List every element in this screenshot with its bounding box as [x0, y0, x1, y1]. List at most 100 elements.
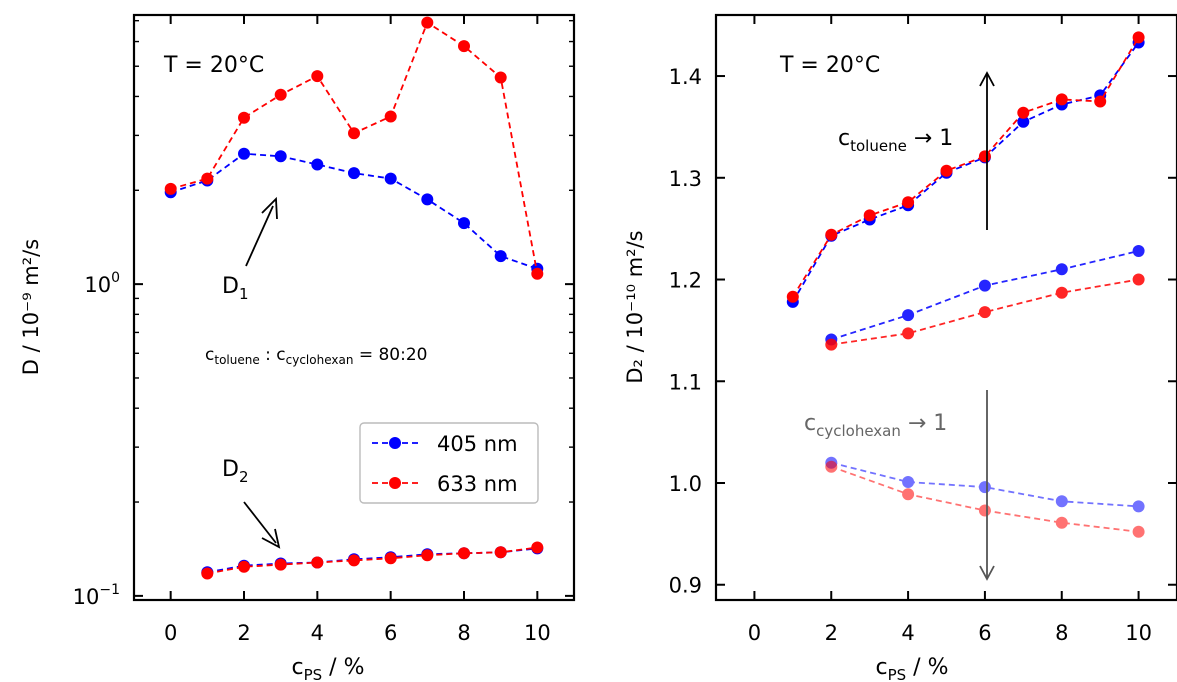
- right-x-tick-label-1: 2: [825, 621, 838, 645]
- left-point-0-8: [458, 217, 470, 230]
- left-point-3-8: [494, 546, 507, 559]
- right-point-1-6: [1017, 106, 1030, 119]
- right-axis-ticks: 0 2 4 6 8 10 0.9 1.0 1.1 1.2 1.3 1.4: [669, 15, 1177, 645]
- toluene-annotation: ctoluene → 1: [838, 126, 953, 155]
- left-series-2: [201, 542, 544, 579]
- right-point-4-2: [978, 481, 991, 494]
- left-x-tick-label-4: 8: [457, 621, 470, 645]
- left-temperature-label: T = 20°C: [163, 53, 264, 78]
- right-point-1-7: [1055, 93, 1068, 106]
- d1-arrow: [245, 196, 278, 267]
- left-point-3-2: [274, 558, 287, 571]
- right-point-0-6: [1017, 115, 1030, 128]
- right-series-line-2: [831, 250, 1139, 341]
- left-point-1-2: [238, 111, 250, 124]
- d2-label: D2: [222, 457, 249, 486]
- legend-marker-633: [389, 477, 401, 489]
- left-x-tick-label-2: 4: [311, 621, 324, 645]
- right-x-axis-label: cPS / %: [876, 655, 949, 682]
- right-x-tick-label-2: 4: [901, 621, 914, 645]
- right-series-line-1: [792, 36, 1140, 298]
- right-y-tick-label-3: 1.2: [669, 269, 702, 293]
- right-point-1-4: [940, 164, 953, 177]
- right-x-tick-label-4: 8: [1055, 621, 1068, 645]
- right-point-5-4: [1132, 525, 1145, 538]
- left-point-3-1: [238, 560, 250, 573]
- right-y-tick-label-4: 1.3: [669, 167, 702, 191]
- right-x-tick-label-0: 0: [748, 621, 761, 645]
- left-point-1-10: [531, 267, 544, 280]
- right-point-1-8: [1094, 95, 1107, 108]
- right-series-layer: [786, 31, 1145, 538]
- right-point-1-5: [978, 150, 991, 163]
- right-point-2-3: [1055, 263, 1068, 276]
- left-point-3-3: [311, 556, 324, 569]
- left-x-axis-label: cPS / %: [292, 655, 365, 682]
- right-chart: 0 2 4 6 8 10 0.9 1.0 1.1 1.2 1.3 1.4 T = 20°C ctolu…: [623, 13, 1177, 682]
- left-series-layer: [164, 16, 544, 580]
- right-point-1-9: [1132, 31, 1145, 44]
- right-series-4: [825, 456, 1145, 513]
- left-series-line-3: [207, 546, 538, 575]
- left-point-1-0: [164, 182, 177, 195]
- left-point-3-7: [458, 547, 470, 560]
- right-y-tick-label-1: 1.0: [669, 472, 702, 496]
- right-point-3-1: [902, 327, 915, 340]
- right-plot-frame: [714, 13, 1177, 602]
- right-point-2-2: [978, 279, 991, 292]
- right-point-1-0: [786, 290, 799, 303]
- right-series-5: [825, 460, 1145, 538]
- right-point-3-4: [1132, 273, 1145, 286]
- right-y-tick-label-0: 0.9: [669, 574, 702, 598]
- left-series-1: [164, 16, 544, 280]
- left-chart: 0 2 4 6 8 10 100 10−1 T = 20°C D1 D2 ctoluene :…: [19, 13, 576, 682]
- d1-label: D1: [222, 274, 249, 303]
- right-point-3-2: [978, 306, 991, 319]
- legend-marker-405: [389, 437, 401, 449]
- right-y-tick-label-2: 1.1: [669, 370, 702, 394]
- right-x-tick-label-3: 6: [978, 621, 991, 645]
- left-y-tick-label-1: 10−1: [73, 582, 120, 609]
- right-series-line-4: [831, 461, 1139, 508]
- left-x-tick-label-3: 6: [384, 621, 397, 645]
- left-point-0-7: [421, 193, 434, 206]
- left-series-line-2: [207, 547, 538, 574]
- left-y-tick-label-0: 100: [84, 270, 120, 297]
- legend-entry-405: 405 nm: [372, 432, 518, 456]
- left-point-1-1: [201, 172, 214, 185]
- right-point-4-3: [1055, 495, 1068, 508]
- right-series-line-3: [831, 278, 1139, 346]
- left-legend: 405 nm 633 nm: [359, 422, 539, 504]
- right-series-2: [825, 245, 1145, 346]
- left-point-1-6: [384, 110, 397, 123]
- right-temperature-label: T = 20°C: [779, 53, 880, 78]
- right-point-5-3: [1055, 516, 1068, 529]
- left-y-axis-label: D / 10⁻⁹ m²/s: [19, 239, 43, 375]
- right-x-tick-label-5: 10: [1125, 621, 1152, 645]
- left-point-1-9: [494, 71, 507, 84]
- right-point-1-2: [863, 209, 876, 222]
- left-series-3: [201, 541, 544, 580]
- legend-label-405: 405 nm: [437, 432, 518, 456]
- left-point-0-9: [494, 250, 507, 263]
- right-point-5-1: [902, 488, 915, 501]
- right-y-tick-label-5: 1.4: [669, 65, 702, 89]
- right-y-axis-label: D₂ / 10⁻¹⁰ m²/s: [623, 230, 647, 383]
- right-series-3: [825, 273, 1145, 351]
- left-plot-frame: [132, 13, 576, 602]
- d2-arrow: [243, 501, 281, 549]
- right-point-3-0: [825, 338, 838, 351]
- right-series-line-5: [830, 465, 1139, 533]
- left-axis-ticks: 0 2 4 6 8 10 100 10−1: [73, 15, 574, 645]
- cyclohexan-arrow: [979, 390, 995, 581]
- left-series-0: [164, 147, 544, 275]
- legend-entry-633: 633 nm: [372, 472, 518, 496]
- left-point-0-2: [238, 147, 250, 160]
- left-point-3-5: [384, 552, 397, 565]
- right-point-3-3: [1055, 286, 1068, 299]
- left-point-0-5: [348, 167, 360, 180]
- left-point-1-7: [421, 16, 434, 29]
- right-point-5-0: [825, 460, 838, 473]
- right-point-4-4: [1132, 500, 1145, 513]
- right-point-1-1: [825, 228, 838, 241]
